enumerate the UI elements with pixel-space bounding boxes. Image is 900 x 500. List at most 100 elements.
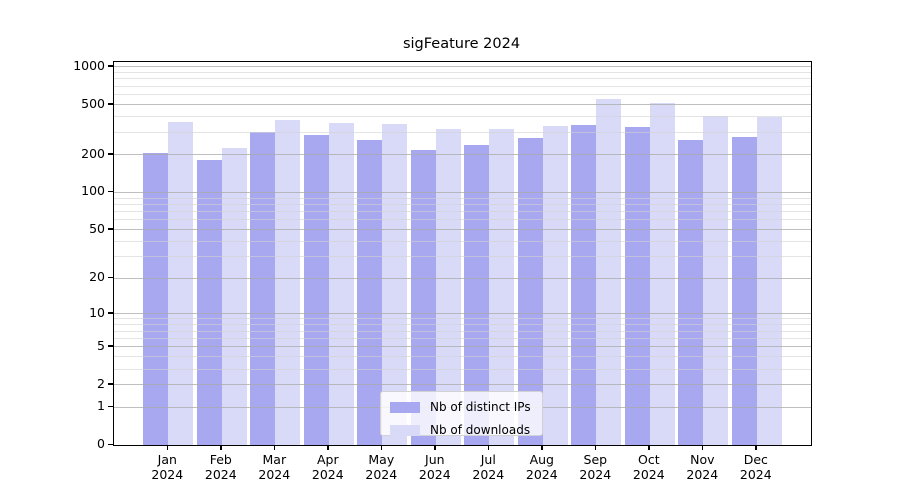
bar-ips-nov (678, 139, 704, 445)
y-tick-1 (108, 405, 113, 408)
y-tick-label-5: 5 (97, 337, 105, 353)
x-tick-label-aug: Aug 2024 (515, 452, 569, 482)
legend-swatch-downloads (390, 424, 420, 436)
y-tick-label-20: 20 (89, 269, 105, 285)
bar-ips-apr (303, 134, 329, 445)
month-name: Oct (637, 452, 660, 467)
gridline-100 (114, 191, 811, 193)
gridline-60 (114, 219, 811, 221)
bar-ips-jan (143, 152, 169, 445)
y-tick-label-1000: 1000 (73, 57, 105, 73)
y-tick-50 (108, 228, 113, 230)
y-tick-5 (108, 345, 113, 347)
y-tick-1000 (108, 65, 113, 67)
gridline-6 (114, 337, 811, 339)
gridline-8 (114, 324, 811, 326)
x-tick-sep (594, 445, 597, 450)
x-tick-feb (220, 445, 222, 450)
month-name: Nov (690, 452, 715, 467)
month-name: Jul (480, 452, 496, 467)
y-tick-0 (108, 443, 113, 445)
x-tick-label-jul: Jul 2024 (461, 452, 515, 482)
y-tick-label-10: 10 (89, 304, 105, 320)
x-tick-label-jun: Jun 2024 (408, 452, 462, 482)
month-year: 2024 (151, 467, 184, 482)
gridline-9 (114, 318, 811, 320)
y-tick-label-500: 500 (81, 95, 105, 111)
month-year: 2024 (472, 467, 505, 482)
x-tick-apr (327, 445, 329, 450)
bar-downloads-nov (703, 115, 729, 445)
legend: Nb of distinct IPs Nb of downloads (380, 391, 543, 436)
legend-row-downloads: Nb of downloads (390, 423, 542, 437)
month-name: Jan (157, 452, 177, 467)
gridline-50 (114, 229, 811, 231)
month-name: Mar (262, 452, 287, 467)
bar-ips-sep (571, 124, 597, 445)
month-year: 2024 (204, 467, 237, 482)
gridline-90 (114, 197, 811, 199)
y-tick-label-2: 2 (97, 375, 105, 391)
legend-swatch-ips (390, 401, 420, 413)
month-year: 2024 (579, 467, 612, 482)
month-year: 2024 (686, 467, 719, 482)
chart-title: sigFeature 2024 (402, 36, 521, 52)
y-tick-20 (108, 276, 113, 279)
legend-label-ips: Nb of distinct IPs (430, 400, 531, 414)
y-tick-100 (108, 190, 113, 193)
month-year: 2024 (311, 467, 344, 482)
x-tick-oct (648, 445, 650, 450)
x-tick-aug (541, 445, 543, 450)
x-tick-label-feb: Feb 2024 (194, 452, 248, 482)
bar-downloads-apr (328, 123, 354, 445)
gridline-800 (114, 78, 811, 80)
month-name: Aug (529, 452, 554, 467)
bar-downloads-oct (649, 102, 675, 445)
bar-ips-oct (624, 127, 650, 445)
legend-row-ips: Nb of distinct IPs (390, 400, 542, 414)
month-year: 2024 (632, 467, 665, 482)
x-tick-dec (755, 445, 757, 450)
x-tick-label-nov: Nov 2024 (675, 452, 729, 482)
y-tick-label-1: 1 (97, 398, 105, 414)
x-tick-label-may: May 2024 (354, 452, 408, 482)
month-year: 2024 (258, 467, 291, 482)
gridline-10 (114, 313, 811, 315)
gridline-400 (114, 116, 811, 118)
bar-downloads-sep (596, 98, 622, 445)
legend-label-downloads: Nb of downloads (430, 423, 531, 437)
gridline-80 (114, 203, 811, 205)
x-tick-label-oct: Oct 2024 (622, 452, 676, 482)
x-tick-jul (487, 445, 490, 450)
y-tick-10 (108, 312, 113, 314)
month-year: 2024 (739, 467, 772, 482)
bar-ips-feb (196, 160, 222, 445)
bar-ips-may (357, 139, 383, 445)
y-tick-200 (108, 153, 113, 155)
x-tick-label-jan: Jan 2024 (140, 452, 194, 482)
month-year: 2024 (418, 467, 451, 482)
gridline-600 (114, 94, 811, 96)
y-tick-2 (108, 383, 113, 385)
gridline-700 (114, 85, 811, 87)
x-tick-mar (273, 445, 276, 450)
month-year: 2024 (365, 467, 398, 482)
y-tick-label-100: 100 (81, 183, 105, 199)
month-name: Jun (425, 452, 445, 467)
month-name: Apr (316, 452, 339, 467)
x-tick-label-dec: Dec 2024 (729, 452, 783, 482)
bar-downloads-jan (168, 122, 194, 445)
gridline-300 (114, 132, 811, 133)
bar-downloads-dec (756, 116, 782, 445)
x-tick-nov (701, 445, 704, 450)
gridline-2 (114, 384, 811, 386)
bar-downloads-aug (542, 125, 568, 445)
month-name: Sep (583, 452, 608, 467)
x-tick-label-apr: Apr 2024 (301, 452, 355, 482)
x-tick-label-mar: Mar 2024 (247, 452, 301, 482)
x-tick-jun (434, 445, 436, 450)
bar-ips-mar (250, 131, 276, 445)
y-tick-label-200: 200 (81, 145, 105, 161)
x-tick-jan (166, 445, 169, 450)
